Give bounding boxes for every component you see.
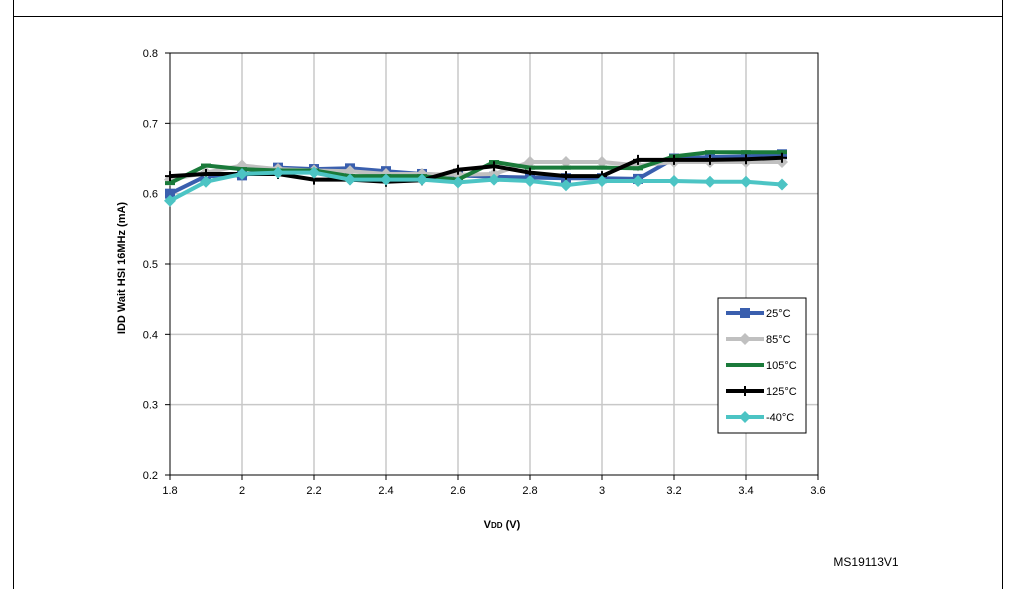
- x-tick-label: 1.8: [162, 485, 177, 497]
- x-tick-label: 3.6: [810, 485, 825, 497]
- legend-label: 105°C: [766, 360, 797, 372]
- x-tick-label: 3.2: [666, 485, 681, 497]
- data-point: [740, 176, 752, 188]
- legend-label: 125°C: [766, 386, 797, 398]
- x-tick-label: 2: [239, 485, 245, 497]
- series-layer: [164, 149, 788, 206]
- x-tick-label: 2.8: [522, 485, 537, 497]
- legend-swatch-marker: [740, 363, 750, 367]
- data-point: [704, 176, 716, 188]
- legend-label: -40°C: [766, 412, 794, 424]
- data-point: [597, 166, 607, 170]
- legend-swatch-marker: [740, 308, 750, 318]
- data-point: [201, 164, 211, 168]
- y-tick-label: 0.3: [143, 400, 158, 412]
- x-tick-label: 3.4: [738, 485, 753, 497]
- y-tick-label: 0.7: [143, 118, 158, 130]
- data-point: [741, 150, 751, 154]
- x-tick-label: 3: [599, 485, 605, 497]
- data-point: [668, 175, 680, 187]
- y-tick-label: 0.6: [143, 189, 158, 201]
- figure-code: MS19113V1: [833, 555, 898, 569]
- y-tick-label: 0.2: [143, 470, 158, 482]
- data-point: [705, 150, 715, 154]
- y-tick-label: 0.8: [143, 48, 158, 60]
- legend-label: 25°C: [766, 308, 791, 320]
- y-tick-label: 0.4: [143, 329, 158, 341]
- data-point: [776, 179, 788, 191]
- y-axis-title: IDD Wait HSI 16MHz (mA): [116, 202, 128, 335]
- data-point: [633, 166, 643, 170]
- x-tick-label: 2.4: [378, 485, 393, 497]
- x-tick-label: 2.2: [306, 485, 321, 497]
- legend: 25°C 85°C 105°C 125°C -40°C: [718, 298, 806, 433]
- legend-label: 85°C: [766, 334, 791, 346]
- y-tick-label: 0.5: [143, 259, 158, 271]
- data-point: [165, 181, 175, 185]
- x-axis-title: VDD (V): [484, 519, 521, 531]
- data-point: [561, 166, 571, 170]
- x-tick-label: 2.6: [450, 485, 465, 497]
